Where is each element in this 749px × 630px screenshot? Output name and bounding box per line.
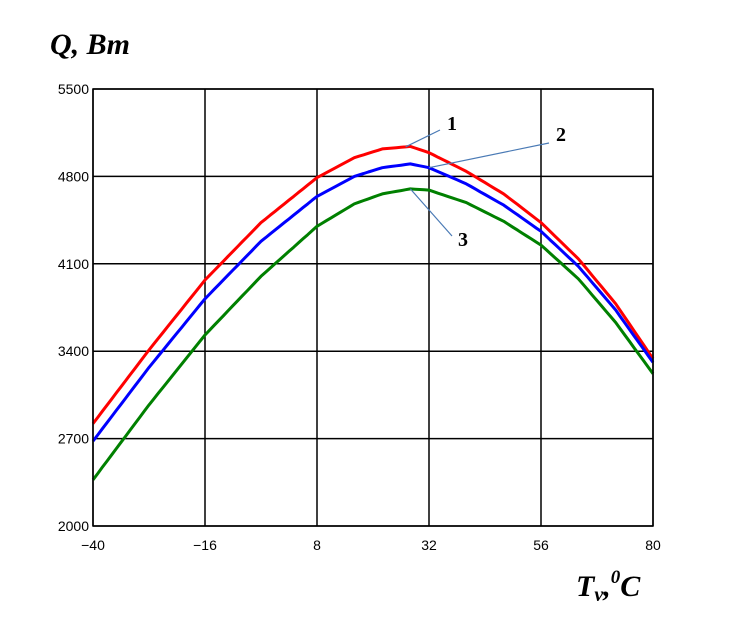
y-tick-label: 4100 [58, 256, 89, 272]
curve-label-3: 3 [458, 229, 468, 251]
curves [91, 144, 655, 481]
x-axis-title-degree: 0 [611, 567, 621, 588]
x-tick-label: 8 [313, 537, 321, 553]
x-axis-title-unit: C [620, 570, 641, 603]
curve-label-1: 1 [447, 113, 457, 135]
annotation-leader-1 [405, 129, 441, 148]
x-tick-labels: −40 −16 8 32 56 80 [81, 537, 661, 553]
x-axis-title: Tv,0C [576, 567, 641, 606]
annotation-leader-2 [428, 142, 550, 169]
x-tick-label: 80 [645, 537, 661, 553]
y-tick-labels: 2000 2700 3400 4100 4800 5500 [58, 81, 89, 534]
x-tick-label: −40 [81, 537, 105, 553]
y-axis-title: Q, Bт [50, 28, 130, 61]
y-tick-label: 5500 [58, 81, 89, 97]
series-line-1 [91, 144, 655, 425]
series-line-3 [91, 187, 655, 481]
x-axis-title-main: T [576, 570, 596, 603]
y-tick-label: 3400 [58, 343, 89, 359]
y-tick-label: 4800 [58, 168, 89, 184]
x-tick-label: 56 [533, 537, 549, 553]
x-tick-label: 32 [421, 537, 437, 553]
curve-labels: 1 2 3 [447, 113, 566, 251]
annotation-leaders [405, 129, 550, 237]
annotation-leader-3 [409, 188, 453, 237]
x-axis-title-subscript: v [594, 584, 604, 606]
grid-lines [92, 88, 654, 527]
x-axis-title-comma: , [602, 570, 611, 603]
series-line-2 [91, 162, 655, 443]
y-tick-label: 2000 [58, 518, 89, 534]
x-tick-label: −16 [193, 537, 217, 553]
y-tick-label: 2700 [58, 431, 89, 447]
plot-frame [92, 88, 654, 527]
curve-label-2: 2 [556, 124, 566, 146]
